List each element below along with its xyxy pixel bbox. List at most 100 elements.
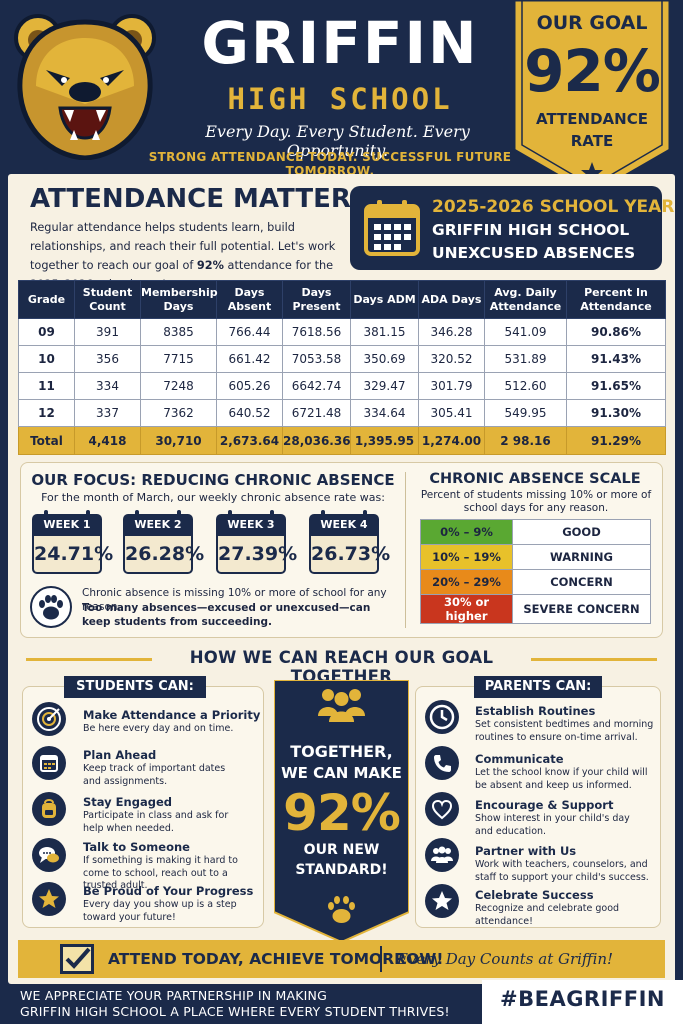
table-cell: 7248: [140, 372, 217, 400]
parent-item-title: Establish Routines: [475, 704, 596, 718]
scale-label: GOOD: [512, 519, 651, 545]
parent-item-desc: Let the school know if your child will b…: [475, 767, 648, 791]
table-row: 12 337 7362 640.52 6721.48 334.64 305.41…: [18, 399, 666, 427]
footer-line2: GRIFFIN HIGH SCHOOL A PLACE WHERE EVERY …: [20, 1004, 450, 1019]
hashtag-box: [482, 980, 683, 1024]
table-row: 09 391 8385 766.44 7618.56 381.15 346.28…: [18, 318, 666, 346]
col-header: Days ADM: [350, 280, 419, 319]
tagline: Every Day. Every Student. Every Opportun…: [205, 122, 470, 160]
parent-item-title: Partner with Us: [475, 844, 577, 858]
table-cell: 28,036.36: [282, 426, 351, 455]
table-cell: 7715: [140, 345, 217, 373]
student-item-title: Plan Ahead: [83, 748, 157, 762]
col-header: Days Absent: [216, 280, 283, 319]
table-cell: 356: [74, 345, 141, 373]
table-cell: 391: [74, 318, 141, 346]
together-line3: OUR NEW: [303, 842, 380, 858]
table-cell: 6642.74: [282, 372, 351, 400]
cta-text: ATTEND TODAY, ACHIEVE TOMORROW!: [108, 950, 444, 968]
footer-line1: WE APPRECIATE YOUR PARTNERSHIP IN MAKING: [20, 988, 327, 1003]
goal-line3: RATE: [570, 132, 614, 150]
student-item-title: Stay Engaged: [83, 795, 172, 809]
backpack-icon: [32, 792, 66, 826]
scale-row: 20% – 29% CONCERN: [420, 569, 651, 595]
scale-subtitle: Percent of students missing 10% or more …: [420, 489, 652, 514]
week-label: WEEK 4: [309, 514, 379, 536]
parent-item-title: Communicate: [475, 752, 564, 766]
school-year-title: 2025-2026 SCHOOL YEAR: [432, 197, 675, 217]
attendance-matters-description: Regular attendance helps students learn,…: [30, 221, 336, 291]
week-card: WEEK 1 24.71%: [32, 510, 113, 576]
table-cell: 381.15: [350, 318, 419, 346]
chat-icon: [32, 838, 66, 872]
table-cell: 7053.58: [282, 345, 351, 373]
scale-label: SEVERE CONCERN: [512, 594, 651, 624]
student-item-title: Make Attendance a Priority: [83, 708, 261, 722]
student-item-desc: Participate in class and ask for help wh…: [83, 810, 229, 834]
scale-range: 0% – 9%: [420, 519, 513, 545]
week-card: WEEK 4 26.73%: [309, 510, 390, 576]
week-label: WEEK 3: [216, 514, 286, 536]
school-name-line: GRIFFIN HIGH SCHOOL: [432, 221, 630, 239]
table-cell: 512.60: [484, 372, 567, 400]
scale-range: 30% or higher: [420, 594, 513, 624]
week-card: WEEK 2 26.28%: [123, 510, 204, 576]
scale-row: 30% or higher SEVERE CONCERN: [420, 594, 651, 624]
scale-row: 0% – 9% GOOD: [420, 519, 651, 545]
together-banner: [274, 680, 409, 942]
table-cell: 7362: [140, 399, 217, 427]
col-header: Percent In Attendance: [566, 280, 666, 319]
focus-subtitle: For the month of March, our weekly chron…: [41, 491, 385, 504]
together-line2: WE CAN MAKE: [281, 764, 402, 782]
section-divider: [405, 472, 406, 628]
together-value: 92%: [283, 784, 401, 842]
table-cell: 6721.48: [282, 399, 351, 427]
school-subtitle: HIGH SCHOOL: [227, 82, 453, 116]
table-cell: 334.64: [350, 399, 419, 427]
student-item-desc: Be here every day and on time.: [83, 723, 234, 734]
table-cell: 531.89: [484, 345, 567, 373]
table-cell: 7618.56: [282, 318, 351, 346]
table-cell: 661.42: [216, 345, 283, 373]
cta-slogan: Every Day Counts at Griffin!: [397, 950, 614, 968]
together-line4: STANDARD!: [295, 862, 388, 878]
week-label: WEEK 1: [32, 514, 102, 536]
table-cell: 334: [74, 372, 141, 400]
goal-badge: [514, 0, 670, 195]
clock-icon: [425, 700, 459, 734]
scale-label: CONCERN: [512, 569, 651, 595]
focus-title: OUR FOCUS: REDUCING CHRONIC ABSENCE: [31, 471, 395, 489]
table-cell: 09: [18, 318, 75, 346]
star-icon: [425, 884, 459, 918]
unexcused-absences-line: UNEXCUSED ABSENCES: [432, 244, 636, 262]
school-year-box: [350, 186, 662, 270]
table-cell: 91.65%: [566, 372, 666, 400]
student-item-desc: Keep track of important dates and assign…: [83, 763, 226, 787]
week-value: 24.71%: [32, 536, 113, 574]
table-cell: 2 98.16: [484, 426, 567, 455]
table-cell: 4,418: [74, 426, 141, 455]
heart-icon: [425, 792, 459, 826]
bear-mascot-icon: [14, 14, 156, 160]
cta-separator: [380, 946, 382, 972]
week-card: WEEK 3 27.39%: [216, 510, 297, 576]
footer-message: WE APPRECIATE YOUR PARTNERSHIP IN MAKING…: [20, 988, 480, 1020]
table-cell: 30,710: [140, 426, 217, 455]
col-header: ADA Days: [418, 280, 485, 319]
attendance-matters-title: ATTENDANCE MATTERS!: [30, 184, 382, 214]
scale-row: 10% – 19% WARNING: [420, 544, 651, 570]
parent-item-desc: Recognize and celebrate good attendance!: [475, 903, 620, 927]
week-value: 27.39%: [216, 536, 297, 574]
table-cell: 541.09: [484, 318, 567, 346]
scale-label: WARNING: [512, 544, 651, 570]
calendar-icon: [364, 200, 420, 256]
table-cell: 766.44: [216, 318, 283, 346]
star-icon: [32, 882, 66, 916]
section-rule: [531, 658, 657, 661]
table-cell: 640.52: [216, 399, 283, 427]
chronic-absence-definition: Chronic absence is missing 10% or more o…: [82, 587, 387, 613]
chronic-absence-warning: Too many absences—excused or unexcused—c…: [82, 602, 371, 628]
table-cell: 549.95: [484, 399, 567, 427]
table-cell: 301.79: [418, 372, 485, 400]
table-cell: 350.69: [350, 345, 419, 373]
